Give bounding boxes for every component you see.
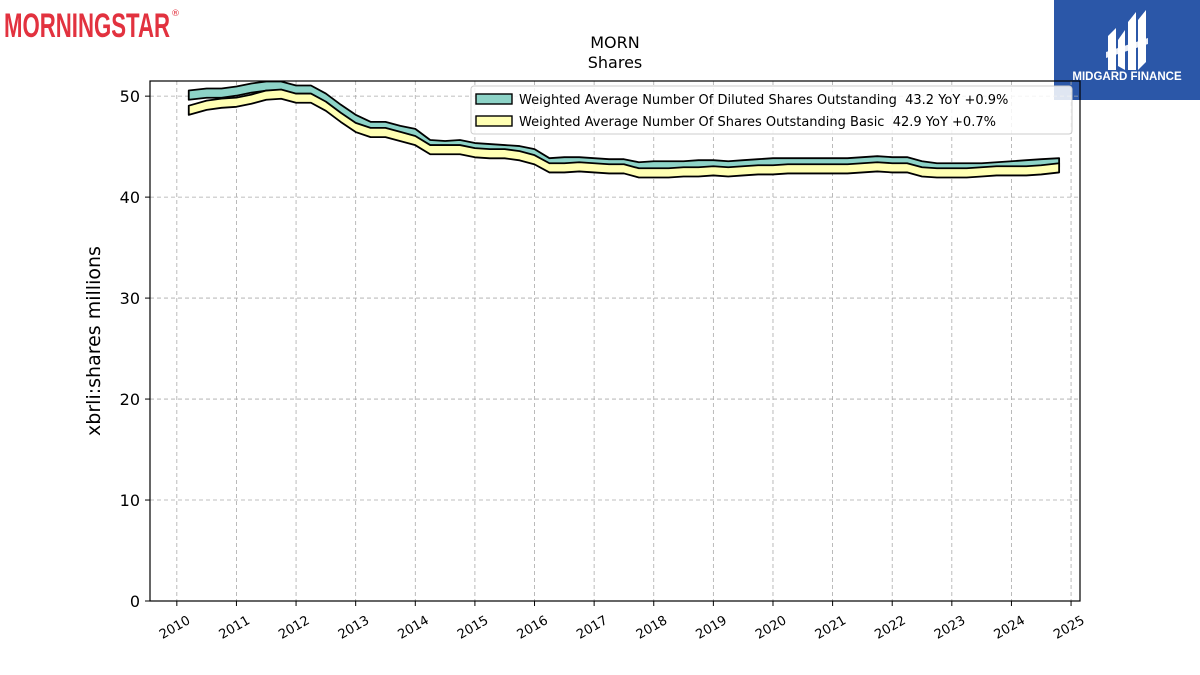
x-tick-label: 2011 — [217, 613, 253, 643]
x-tick-label: 2018 — [634, 613, 670, 643]
legend-label-diluted: Weighted Average Number Of Diluted Share… — [519, 93, 1008, 108]
x-tick-label: 2024 — [992, 613, 1028, 643]
x-tick-label: 2010 — [157, 613, 193, 643]
x-axis: 2010 2011 2012 2013 2014 2015 2016 2017 2018 2019… — [157, 601, 1087, 643]
x-tick-label: 2012 — [276, 613, 312, 643]
x-tick-label: 2020 — [753, 613, 789, 643]
y-axis-label: xbrli:shares millions — [83, 246, 105, 436]
legend: Weighted Average Number Of Diluted Share… — [470, 85, 1073, 135]
x-tick-label: 2019 — [694, 613, 730, 643]
legend-box — [470, 85, 1073, 135]
x-tick-label: 2023 — [932, 613, 968, 643]
midgard-finance-logo: MIDGARD FINANCE — [1054, 0, 1200, 100]
x-tick-label: 2022 — [872, 613, 908, 643]
x-tick-label: 2014 — [395, 613, 431, 643]
legend-swatch-basic — [475, 115, 513, 127]
x-tick-label: 2016 — [515, 613, 551, 643]
y-tick-label: 10 — [120, 491, 140, 510]
x-tick-label: 2025 — [1051, 613, 1087, 643]
morningstar-logo: MORNINGSTAR ® — [4, 7, 180, 44]
y-tick-label: 0 — [130, 592, 140, 611]
legend-label-basic: Weighted Average Number Of Shares Outsta… — [519, 115, 996, 130]
chart-title: MORN — [590, 33, 639, 52]
y-tick-label: 20 — [120, 390, 140, 409]
basic-shares-band — [187, 88, 1061, 179]
x-tick-label: 2013 — [336, 613, 372, 643]
y-tick-label: 40 — [120, 188, 140, 207]
x-tick-label: 2015 — [455, 613, 491, 643]
legend-swatch-diluted — [475, 93, 513, 105]
plot-frame — [149, 80, 1081, 602]
series-layer — [187, 80, 1061, 179]
y-axis: 0 10 20 30 40 50 — [120, 87, 150, 611]
midgard-m-logo-icon — [1106, 10, 1148, 70]
chart-subtitle: Shares — [588, 53, 643, 72]
morningstar-logo-text: MORNINGSTAR — [4, 7, 170, 44]
y-tick-label: 30 — [120, 289, 140, 308]
x-tick-label: 2017 — [574, 613, 610, 643]
registered-mark: ® — [171, 9, 180, 19]
midgard-finance-logo-text: MIDGARD FINANCE — [1072, 71, 1182, 83]
x-tick-label: 2021 — [813, 613, 849, 643]
y-tick-label: 50 — [120, 87, 140, 106]
